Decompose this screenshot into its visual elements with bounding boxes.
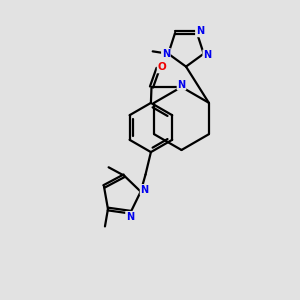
- Text: N: N: [177, 80, 186, 90]
- Text: N: N: [196, 26, 204, 37]
- Text: O: O: [158, 62, 166, 73]
- Text: N: N: [203, 50, 212, 60]
- Text: N: N: [162, 49, 170, 59]
- Text: N: N: [126, 212, 134, 222]
- Text: N: N: [140, 185, 149, 195]
